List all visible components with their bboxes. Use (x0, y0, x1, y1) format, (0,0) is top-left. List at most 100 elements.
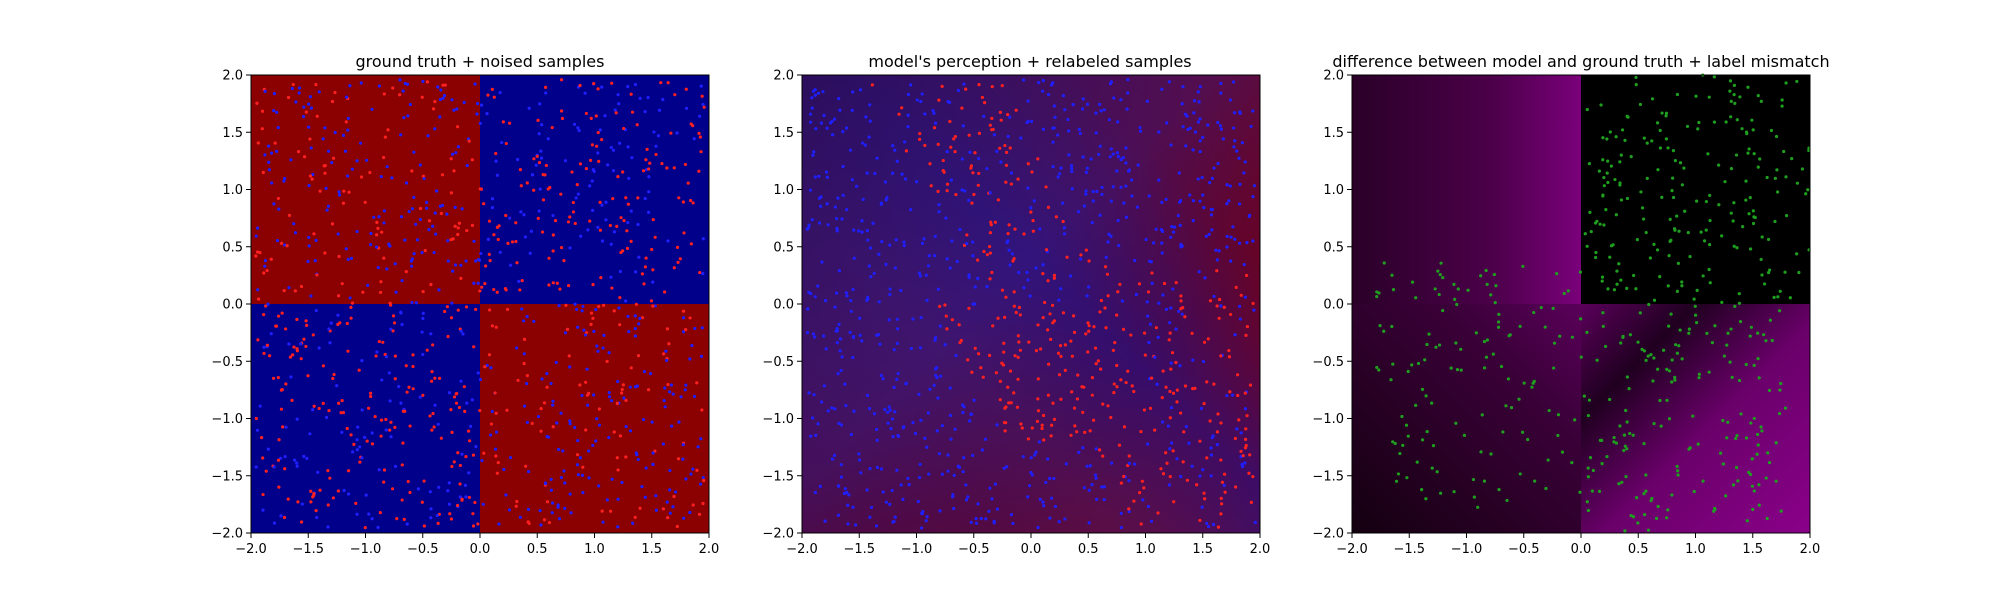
scatter-point (1721, 462, 1726, 466)
scatter-point (1110, 461, 1114, 465)
scatter-point (1106, 294, 1110, 298)
scatter-point (1242, 262, 1246, 267)
scatter-point (633, 314, 637, 318)
scatter-point (1071, 314, 1076, 318)
scatter-point (1586, 413, 1591, 418)
scatter-point (1108, 82, 1113, 86)
scatter-point (1391, 362, 1395, 366)
scatter-point (616, 93, 620, 97)
scatter-point (909, 346, 913, 351)
scatter-point (1391, 440, 1395, 444)
scatter-point (1601, 311, 1605, 315)
scatter-point (279, 407, 284, 411)
scatter-point (1041, 263, 1045, 267)
scatter-point (1016, 177, 1020, 181)
scatter-point (1051, 165, 1055, 169)
scatter-point (948, 119, 952, 124)
scatter-point (1729, 166, 1734, 171)
scatter-point (522, 337, 527, 342)
scatter-point (414, 222, 418, 226)
scatter-point (1586, 508, 1591, 513)
scatter-point (1227, 199, 1231, 203)
scatter-point (1026, 186, 1030, 190)
scatter-point (1170, 351, 1175, 355)
scatter-point (812, 150, 816, 154)
scatter-point (998, 110, 1002, 114)
scatter-point (931, 109, 935, 113)
scatter-point (1619, 278, 1623, 282)
scatter-point (399, 133, 403, 137)
scatter-point (1058, 172, 1062, 176)
scatter-point (1504, 404, 1508, 408)
scatter-point (355, 159, 359, 163)
scatter-point (1167, 338, 1171, 342)
scatter-point (1522, 381, 1526, 385)
scatter-point (473, 82, 477, 86)
scatter-point (573, 302, 577, 306)
scatter-point (1625, 196, 1630, 201)
scatter-point (1438, 272, 1442, 277)
scatter-point (1026, 278, 1030, 282)
scatter-point (318, 189, 322, 193)
scatter-point (962, 456, 966, 460)
scatter-point (1116, 120, 1120, 124)
scatter-point (272, 109, 276, 113)
scatter-point (990, 116, 994, 120)
scatter-point (601, 303, 606, 307)
scatter-point (1061, 94, 1065, 98)
scatter-point (629, 366, 633, 370)
scatter-point (1671, 195, 1676, 200)
scatter-point (307, 102, 311, 106)
scatter-point (900, 106, 904, 110)
scatter-point (911, 420, 915, 425)
scatter-point (852, 228, 856, 232)
scatter-point (355, 448, 359, 452)
scatter-point (355, 229, 359, 234)
scatter-point (464, 495, 468, 499)
scatter-point (963, 189, 967, 193)
scatter-point (1054, 215, 1058, 219)
scatter-point (1389, 378, 1393, 382)
scatter-point (1744, 130, 1749, 134)
scatter-point (588, 184, 592, 188)
scatter-point (938, 324, 942, 328)
scatter-point (1124, 380, 1128, 385)
scatter-point (1620, 480, 1624, 484)
scatter-point (624, 455, 628, 459)
scatter-point (966, 495, 970, 499)
scatter-point (917, 475, 922, 480)
scatter-point (556, 505, 560, 509)
scatter-point (1154, 227, 1158, 231)
scatter-point (578, 456, 583, 460)
scatter-point (1666, 146, 1670, 150)
scatter-point (1070, 187, 1074, 191)
scatter-point (1144, 237, 1148, 242)
scatter-point (586, 449, 591, 453)
scatter-point (1585, 500, 1589, 504)
scatter-point (310, 177, 314, 181)
scatter-point (269, 257, 273, 261)
scatter-point (1382, 329, 1386, 333)
scatter-point (1187, 441, 1191, 445)
scatter-point (1722, 354, 1726, 358)
scatter-point (701, 272, 705, 276)
scatter-point (995, 507, 1000, 511)
scatter-point (1051, 81, 1055, 85)
scatter-point (1482, 366, 1487, 370)
scatter-point (665, 500, 669, 504)
scatter-point (1019, 136, 1023, 140)
scatter-point (1229, 312, 1233, 317)
scatter-point (875, 156, 879, 160)
scatter-point (888, 408, 892, 412)
scatter-point (861, 197, 865, 202)
scatter-point (1004, 150, 1009, 154)
scatter-point (1752, 215, 1756, 219)
scatter-point (435, 189, 439, 193)
scatter-point (1774, 134, 1779, 139)
scatter-point (812, 393, 816, 397)
scatter-point (375, 220, 379, 224)
scatter-point (893, 515, 897, 519)
scatter-point (1552, 366, 1556, 370)
scatter-point (1396, 472, 1401, 476)
scatter-point (563, 331, 568, 335)
